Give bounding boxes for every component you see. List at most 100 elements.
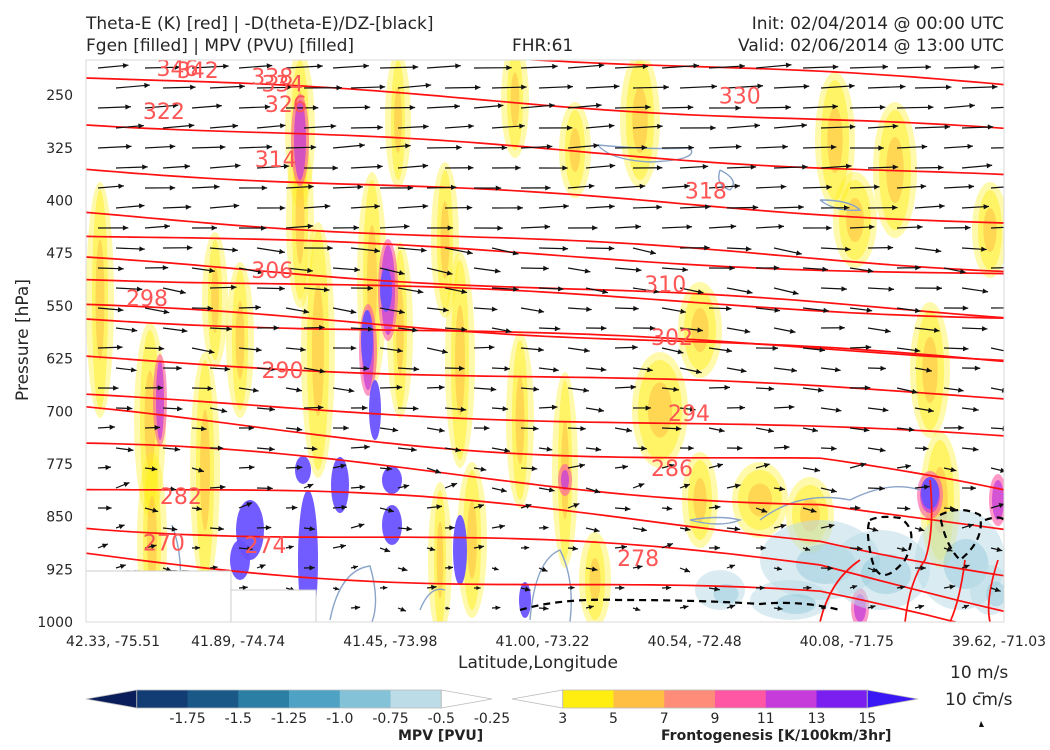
theta-e-label: 274 [245, 534, 287, 559]
wind-arrowhead [830, 144, 837, 150]
wind-arrowhead [513, 286, 519, 292]
wind-arrowhead [609, 203, 615, 210]
wind-arrowhead [491, 306, 498, 312]
wind-arrowhead [388, 507, 394, 513]
wind-vector [802, 66, 839, 69]
mpv-contour [759, 485, 921, 521]
wind-arrowhead [598, 407, 604, 413]
wind-vector [726, 85, 764, 89]
wind-arrowhead [493, 566, 499, 571]
wind-arrowhead [600, 325, 607, 331]
wind-vector [191, 65, 229, 69]
wind-arrowhead [810, 507, 817, 513]
wind-arrowhead [223, 63, 229, 69]
wind-arrowhead [864, 385, 871, 391]
wind-arrowhead [832, 64, 839, 70]
fgen-swatch [613, 690, 665, 708]
wind-arrowhead [403, 224, 410, 230]
wind-arrowhead [983, 204, 990, 210]
wind-arrowhead [613, 83, 620, 90]
fhr-label: FHR:61 [512, 36, 574, 56]
wind-arrowhead [830, 487, 837, 494]
wind-arrowhead [697, 327, 703, 333]
wind-arrowhead [312, 105, 319, 111]
mpv-tick-label: -1.5 [225, 711, 252, 727]
wind-arrowhead [759, 585, 765, 591]
wind-arrowhead [918, 604, 925, 610]
wind-arrowhead [163, 309, 170, 315]
fgen-fill [827, 107, 843, 173]
wind-vector [144, 104, 179, 109]
theta-e-contour [86, 168, 1004, 224]
fgen-fill [455, 305, 465, 415]
wind-arrowhead [1017, 104, 1023, 109]
wind-arrowhead [580, 425, 586, 432]
wind-arrowhead [420, 247, 427, 253]
mpv-contour [819, 199, 862, 211]
wind-arrowhead [450, 184, 457, 191]
wind-arrowhead [630, 384, 637, 390]
wind-arrowhead [675, 426, 682, 432]
wind-arrowhead [806, 585, 812, 591]
wind-arrowhead [938, 164, 944, 171]
wind-arrowhead [668, 463, 675, 469]
wind-vector [773, 124, 808, 129]
wind-arrowhead [594, 488, 601, 494]
wind-arrowhead [330, 123, 337, 129]
mpv-contour [718, 169, 734, 191]
wind-arrowhead [632, 344, 638, 351]
wind-arrowhead [185, 204, 192, 210]
wind-arrowhead [446, 606, 451, 610]
wind-arrowhead [502, 406, 509, 412]
wind-arrowhead [438, 427, 445, 433]
fgen-fill [311, 284, 325, 416]
wind-arrowhead [588, 183, 595, 189]
valid-time: Valid: 02/06/2014 @ 13:00 UTC [738, 36, 1004, 56]
wind-arrowhead [609, 163, 616, 169]
wind-arrowhead [563, 203, 569, 209]
mpv-extend [440, 689, 493, 709]
wind-arrowhead [968, 184, 975, 190]
wind-arrowhead [729, 604, 736, 610]
wind-vector [914, 126, 951, 129]
wind-arrowhead [405, 143, 411, 149]
wind-arrowhead [777, 606, 783, 611]
wind-arrowhead [798, 204, 804, 210]
wind-arrowhead [962, 305, 969, 311]
wind-arrowhead [533, 425, 539, 432]
wind-arrowhead [127, 447, 134, 453]
theta-e-contour [987, 559, 999, 622]
wind-arrowhead [782, 144, 788, 150]
wind-arrowhead [122, 225, 129, 231]
wind-arrowhead [123, 482, 130, 487]
wind-vector [990, 147, 1004, 149]
theta-e-contour [86, 405, 1004, 491]
wind-arrowhead [259, 564, 266, 570]
wind-arrowhead [1001, 387, 1004, 393]
wind-arrowhead [430, 584, 437, 590]
wind-arrowhead [531, 466, 538, 472]
wind-arrowhead [296, 426, 303, 432]
fgen-tick-label: 11 [757, 711, 775, 727]
wind-arrowhead [466, 205, 473, 211]
wind-arrowhead [688, 145, 694, 151]
wind-arrowhead [466, 249, 473, 255]
theta-e-label: 342 [177, 59, 219, 84]
wind-arrowhead [367, 326, 374, 332]
fgen-swatch [816, 690, 868, 708]
wind-arrowhead [845, 246, 851, 252]
wind-arrowhead [792, 290, 799, 296]
wind-arrowhead [789, 328, 796, 334]
wind-vector [661, 64, 700, 69]
wind-arrowhead [734, 483, 741, 489]
y-tick-label: 475 [46, 246, 73, 262]
wind-arrowhead [101, 543, 108, 549]
wind-arrowhead [269, 406, 275, 412]
wind-arrowhead [745, 246, 752, 252]
wind-arrowhead [656, 204, 662, 210]
wind-arrowhead [461, 288, 468, 295]
wind-arrowhead [598, 62, 605, 69]
wind-vector [755, 64, 792, 69]
wind-arrowhead [888, 286, 894, 292]
fgen-fill [230, 540, 250, 580]
